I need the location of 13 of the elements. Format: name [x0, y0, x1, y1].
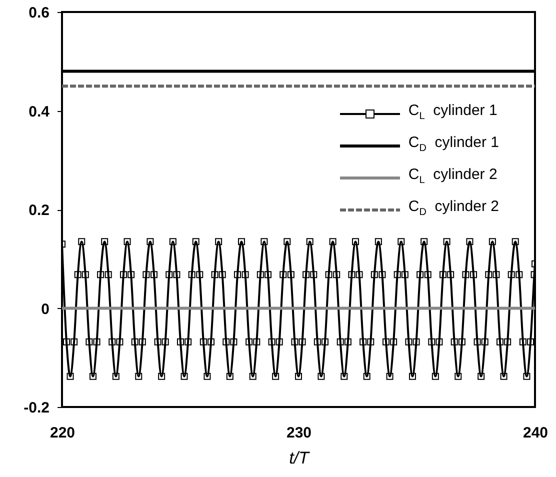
legend-label: C$_{L}$ cylinder 2: [408, 165, 498, 188]
y-tick-label: 0.2: [28, 202, 50, 219]
legend-label: C$_{L}$ cylinder 1: [408, 101, 498, 124]
legend-label: C$_{D}$ cylinder 1: [408, 133, 499, 156]
y-tick-label: -0.2: [24, 400, 50, 416]
x-tick-label: 240: [522, 424, 548, 442]
legend-label: C$_{D}$ cylinder 2: [408, 197, 499, 220]
y-tick-label: 0: [41, 300, 50, 318]
x-tick-label: 230: [286, 424, 312, 442]
x-tick-label: 220: [50, 424, 76, 442]
y-tick-label: 0.4: [28, 103, 50, 120]
x-axis-title: t/T: [289, 448, 311, 468]
y-tick-label: 0.6: [28, 4, 50, 22]
